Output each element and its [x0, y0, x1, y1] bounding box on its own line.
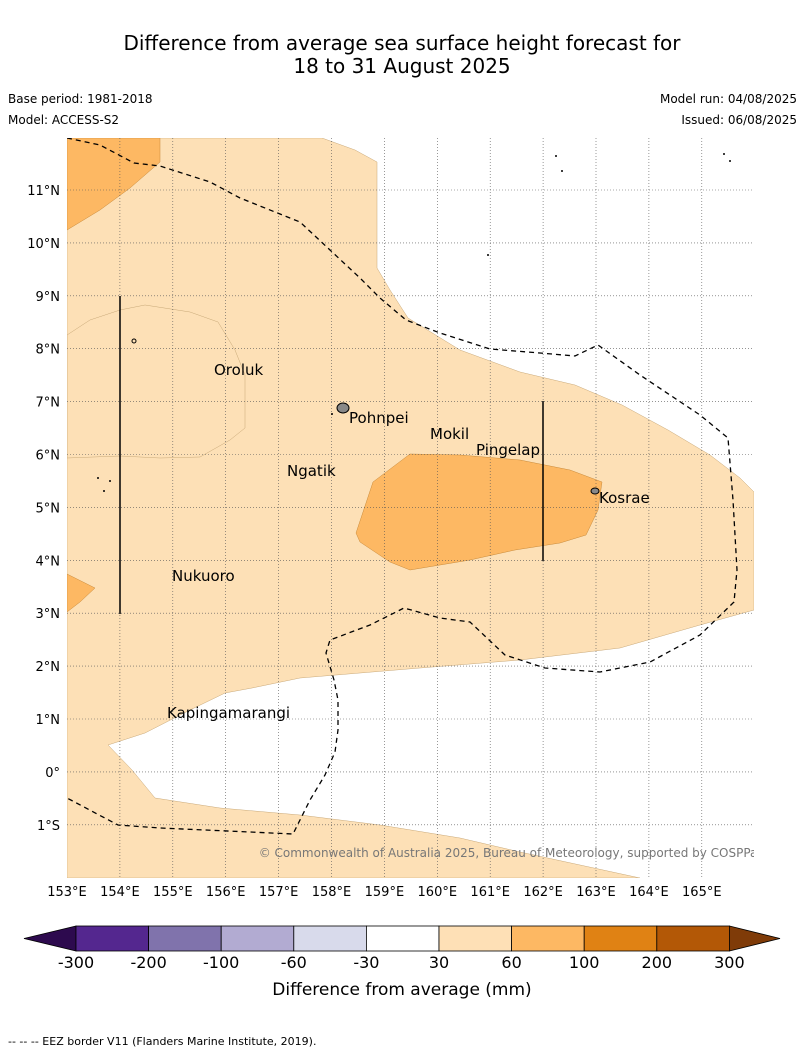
map-title: Difference from average sea surface heig… [0, 32, 804, 78]
graticule [67, 138, 754, 878]
issued-date: Issued: 06/08/2025 [681, 113, 797, 127]
place-label-oroluk: Oroluk [214, 361, 263, 379]
colorbar-tick-label: 60 [501, 953, 521, 972]
lat-tick-label: 6°N [36, 449, 61, 464]
atoll-dot [561, 170, 563, 172]
lat-tick-label: 1°S [37, 819, 60, 834]
lon-tick-label: 156°E [206, 885, 246, 900]
atoll-dot [487, 254, 489, 256]
atoll-dot [555, 155, 557, 157]
colorbar-tick-label: 300 [714, 953, 745, 972]
atoll-dot [109, 480, 111, 482]
anomaly-region-60-100-east [355, 453, 603, 571]
small-island [131, 338, 137, 344]
model-name: Model: ACCESS-S2 [8, 113, 120, 127]
place-label-pingelap: Pingelap [476, 441, 540, 459]
lat-tick-label: 8°N [36, 343, 61, 358]
lon-tick-label: 164°E [629, 885, 669, 900]
lon-tick-label: 160°E [418, 885, 458, 900]
axis-labels: 153°E 154°E 155°E 156°E 157°E 158°E 159°E 160°E… [27, 184, 721, 900]
atoll-dot [97, 477, 99, 479]
colorbar: -300 -200 -100 -60 -30 30 60 100 200 300 [23, 925, 781, 972]
colorbar-segment [511, 925, 585, 952]
eez-legend-note: -- -- -- EEZ border V11 (Flanders Marine… [8, 1035, 317, 1048]
colorbar-tick-label: 200 [642, 953, 673, 972]
map-canvas: Oroluk Pohnpei Mokil Pingelap Ngatik Kos… [23, 138, 781, 1000]
title-line-2: 18 to 31 August 2025 [293, 54, 511, 78]
title-line-1: Difference from average sea surface heig… [123, 31, 681, 55]
lon-tick-label: 157°E [259, 885, 299, 900]
colorbar-extend-high [729, 925, 781, 952]
colorbar-tick-label: -60 [281, 953, 307, 972]
colorbar-segment [220, 925, 295, 952]
colorbar-tick-label: -30 [353, 953, 379, 972]
lat-tick-label: 3°N [36, 607, 61, 622]
lon-tick-label: 154°E [100, 885, 140, 900]
base-period: Base period: 1981-2018 [8, 92, 153, 106]
atoll-dot [723, 153, 725, 155]
lat-tick-label: 7°N [36, 396, 61, 411]
place-label-pohnpei: Pohnpei [349, 409, 409, 427]
colorbar-segment [75, 925, 149, 952]
colorbar-label: Difference from average (mm) [272, 980, 531, 1000]
colorbar-extend-low [23, 925, 77, 952]
anomaly-region-60-100-west [67, 573, 96, 613]
lat-tick-label: 0° [45, 766, 60, 781]
lon-tick-label: 158°E [312, 885, 352, 900]
colorbar-segment [148, 925, 222, 952]
lat-tick-label: 2°N [36, 660, 61, 675]
lat-tick-label: 1°N [36, 713, 61, 728]
colorbar-tick-label: -100 [203, 953, 239, 972]
place-label-nukuoro: Nukuoro [172, 567, 235, 585]
eez-border [67, 138, 738, 835]
lon-tick-label: 163°E [576, 885, 616, 900]
model-run: Model run: 04/08/2025 [659, 92, 797, 106]
copyright-notice: © Commonwealth of Australia 2025, Bureau… [259, 846, 764, 860]
lat-tick-label: 9°N [36, 290, 61, 305]
atoll-dot [331, 413, 333, 415]
colorbar-tick-label: 100 [569, 953, 600, 972]
colorbar-segment [293, 925, 367, 952]
colorbar-tick-label: -200 [130, 953, 166, 972]
lon-tick-label: 161°E [470, 885, 510, 900]
anomaly-region-60-100-northwest [67, 138, 161, 231]
lat-tick-label: 10°N [27, 237, 60, 252]
colorbar-segment [583, 925, 658, 952]
colorbar-segment [438, 925, 512, 952]
place-label-mokil: Mokil [430, 425, 469, 443]
place-label-kosrae: Kosrae [599, 489, 650, 507]
atoll-dot [729, 160, 731, 162]
lat-tick-label: 4°N [36, 554, 61, 569]
colorbar-tick-label: 30 [429, 953, 449, 972]
lon-tick-label: 159°E [365, 885, 405, 900]
colorbar-segment [365, 925, 440, 952]
colorbar-segment [656, 925, 730, 952]
lat-tick-label: 5°N [36, 501, 61, 516]
lon-tick-label: 165°E [682, 885, 722, 900]
place-label-ngatik: Ngatik [287, 462, 336, 480]
place-label-kapingamarangi: Kapingamarangi [167, 704, 290, 722]
lon-tick-label: 162°E [523, 885, 563, 900]
colorbar-tick-label: -300 [58, 953, 94, 972]
kosrae-island [590, 487, 600, 495]
map-area: Oroluk Pohnpei Mokil Pingelap Ngatik Kos… [67, 138, 764, 878]
lon-tick-label: 153°E [47, 885, 87, 900]
atoll-dot [103, 490, 105, 492]
lat-tick-label: 11°N [27, 184, 60, 199]
lon-tick-label: 155°E [153, 885, 193, 900]
pohnpei-island [336, 402, 350, 414]
